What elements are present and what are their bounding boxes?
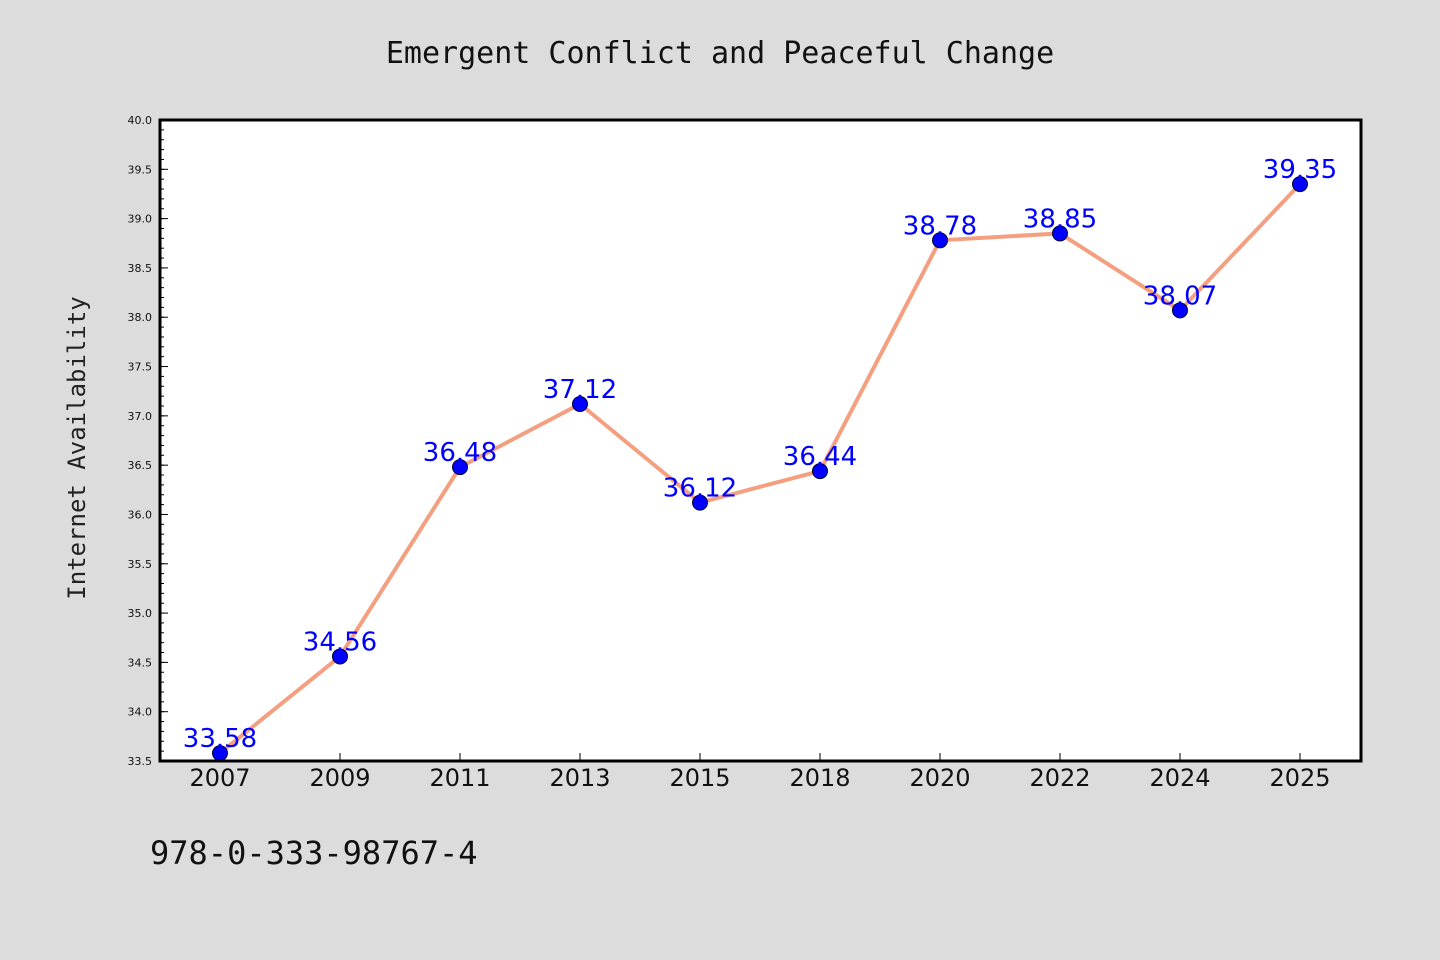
data-point-label: 39.35 [1263,155,1337,185]
data-point-marker [1292,176,1308,193]
y-tick-label: 38.5 [128,262,153,275]
data-point-label: 38.85 [1023,204,1097,234]
plot-frame [158,118,1363,763]
y-tick-label: 36.5 [128,459,153,472]
data-point-label: 33.58 [183,724,257,754]
y-tick-label: 39.0 [128,213,153,226]
x-tick-label: 2020 [909,764,970,792]
y-tick-label: 37.5 [128,361,153,374]
chart-title: Emergent Conflict and Peaceful Change [386,36,1054,71]
y-axis-label: Internet Availability [63,296,91,599]
data-point-label: 36.12 [663,474,737,504]
data-point-label: 36.44 [783,442,857,472]
x-tick-label: 2009 [309,764,370,792]
series-line [218,182,1302,756]
x-tick-label: 2007 [189,764,250,792]
y-axis: 33.5 34.0 34.5 35.0 35.5 36.0 36.5 37.0 37.5 38.0… [128,114,168,768]
data-point-marker [932,232,948,249]
plot-area [160,120,1361,761]
y-tick-label: 34.5 [128,656,153,669]
data-point-marker [1172,302,1188,319]
data-label-layer: 33.58 34.56 36.48 37.12 36.12 36.44 38.78 38.85… [183,155,1337,754]
data-point-label: 37.12 [543,375,617,405]
y-tick-label: 33.5 [128,755,153,768]
y-tick-label: 37.0 [128,410,153,423]
data-point-label: 36.48 [423,438,497,468]
data-point-marker [692,494,708,511]
x-tick-label: 2022 [1029,764,1090,792]
x-tick-label: 2011 [429,764,490,792]
x-tick-label: 2018 [789,764,850,792]
y-tick-label: 39.5 [128,163,153,176]
data-point-marker [572,396,588,413]
x-tick-label: 2013 [549,764,610,792]
y-tick-label: 38.0 [128,311,153,324]
y-tick-label: 36.0 [128,508,153,521]
data-point-marker [452,459,468,476]
y-tick-label: 34.0 [128,706,153,719]
data-point-label: 38.07 [1143,281,1217,311]
data-point-marker [1052,225,1068,242]
data-point-marker [812,463,828,480]
series-layer [212,176,1308,762]
y-tick-label: 35.0 [128,607,153,620]
data-point-label: 38.78 [903,211,977,241]
data-point-marker [332,648,348,665]
x-tick-label: 2025 [1269,764,1330,792]
y-tick-label: 35.5 [128,558,153,571]
x-axis: 2007 2009 2011 2013 2015 2018 2020 2022 2024 2025 [189,753,1331,792]
x-tick-label: 2024 [1149,764,1210,792]
x-tick-label: 2015 [669,764,730,792]
isbn-text: 978-0-333-98767-4 [150,834,478,872]
data-point-label: 34.56 [303,627,377,657]
y-tick-label: 40.0 [128,114,153,127]
